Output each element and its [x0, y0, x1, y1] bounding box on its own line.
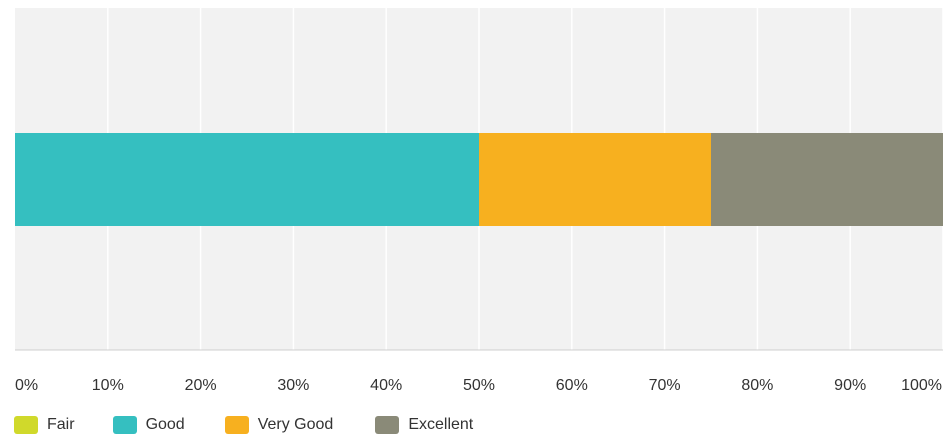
x-tick-label: 60% — [556, 377, 588, 394]
x-tick-label: 0% — [15, 377, 38, 394]
x-tick-label: 20% — [185, 377, 217, 394]
legend-swatch — [224, 416, 249, 434]
legend: Fair Good Very Good Excellent — [14, 414, 473, 436]
legend-label: Fair — [47, 416, 75, 433]
legend-label: Excellent — [408, 416, 474, 433]
x-tick-labels: 0% 10% 20% 30% 40% 50% 60% 70% 80% 90% 100% — [15, 377, 942, 394]
x-tick-label: 10% — [92, 377, 124, 394]
legend-label: Very Good — [257, 416, 334, 433]
x-tick-label: 70% — [649, 377, 681, 394]
x-tick-label: 90% — [834, 377, 866, 394]
bar-segments — [15, 133, 943, 226]
x-tick-label: 30% — [277, 377, 309, 394]
x-tick-label: 100% — [901, 377, 942, 394]
legend-swatch — [375, 416, 400, 434]
legend-item-excellent: Excellent — [375, 416, 473, 434]
legend-label: Good — [145, 416, 185, 433]
legend-item-good: Good — [112, 416, 185, 434]
bar-segment-good — [15, 133, 479, 226]
bar-segment-excellent — [711, 133, 943, 226]
bar-segment-very-good — [479, 133, 711, 226]
legend-swatch — [14, 416, 38, 434]
legend-item-very-good: Very Good — [224, 416, 334, 434]
x-tick-label: 50% — [463, 377, 495, 394]
legend-item-fair: Fair — [14, 416, 75, 434]
x-tick-label: 40% — [370, 377, 402, 394]
x-tick-label: 80% — [741, 377, 773, 394]
legend-swatch — [112, 416, 137, 434]
